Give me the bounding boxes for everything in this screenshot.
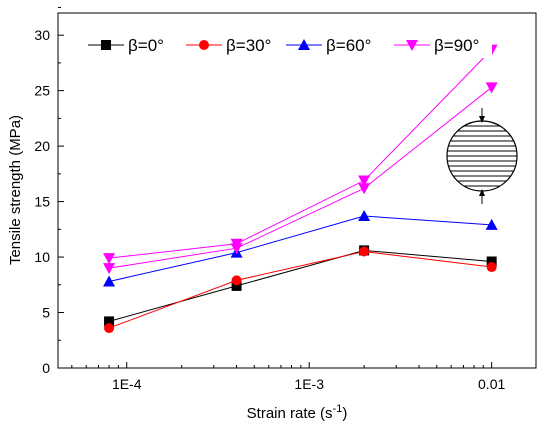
x-tick-label: 0.01	[478, 376, 505, 392]
legend: β=0° β=30° β=60° β=90°	[74, 28, 492, 58]
series-line	[108, 215, 492, 282]
legend-marker	[199, 40, 209, 50]
specimen-diagram	[446, 108, 518, 204]
plot-frame	[57, 12, 537, 369]
series-0	[104, 245, 497, 327]
data-point	[359, 246, 370, 257]
y-tick-label: 0	[42, 360, 50, 376]
x-axis-title-close: )	[342, 405, 347, 422]
data-point	[358, 210, 371, 222]
data-point	[104, 323, 115, 334]
series-line	[108, 249, 492, 322]
data-point	[103, 263, 116, 275]
legend-marker	[406, 40, 418, 51]
data-point	[230, 243, 243, 255]
data-point	[358, 183, 371, 195]
x-tick-label: 1E-3	[294, 376, 324, 392]
data-point	[104, 316, 115, 327]
series-1	[104, 246, 497, 334]
legend-label: β=60°	[326, 36, 371, 55]
series-3	[103, 44, 498, 275]
data-point	[486, 262, 497, 273]
legend-label: β=90°	[434, 36, 479, 55]
legend-label: β=0°	[128, 36, 164, 55]
y-tick-label: 10	[34, 249, 50, 265]
load-arrowhead-top	[479, 116, 485, 123]
data-point	[231, 275, 242, 286]
series-line	[109, 49, 493, 259]
data-point	[103, 275, 116, 287]
y-tick-label: 5	[42, 305, 50, 321]
legend-box	[74, 28, 492, 58]
plot-area	[57, 12, 537, 369]
legend-marker	[298, 39, 310, 50]
series-layer	[103, 44, 498, 334]
load-arrowhead-bottom	[479, 189, 485, 196]
data-point	[485, 82, 498, 94]
series-line	[108, 86, 492, 269]
y-axis-title: Tensile strength (MPa)	[7, 115, 24, 265]
x-axis-title-superscript: -1	[333, 403, 343, 415]
legend-marker	[101, 40, 111, 50]
data-point	[103, 253, 116, 265]
y-tick-label: 15	[34, 194, 50, 210]
specimen-bedding-lines	[447, 125, 517, 187]
y-tick-label: 20	[34, 138, 50, 154]
data-point	[358, 175, 371, 187]
x-axis-title: Strain rate (s-1)	[247, 403, 348, 422]
series-line	[108, 251, 492, 329]
data-point	[231, 280, 242, 291]
x-tick-label: 1E-4	[112, 376, 142, 392]
series-2	[103, 210, 498, 287]
data-point	[485, 218, 498, 230]
legend-label: β=30°	[226, 36, 271, 55]
axis-layer: 0 5 10 15 20 25 30 1E-4 1E-3 0.01	[34, 6, 505, 392]
y-tick-label: 30	[34, 27, 50, 43]
y-tick-label: 25	[34, 83, 50, 99]
data-point	[486, 256, 497, 267]
x-axis-title-main: Strain rate (s	[247, 405, 333, 422]
